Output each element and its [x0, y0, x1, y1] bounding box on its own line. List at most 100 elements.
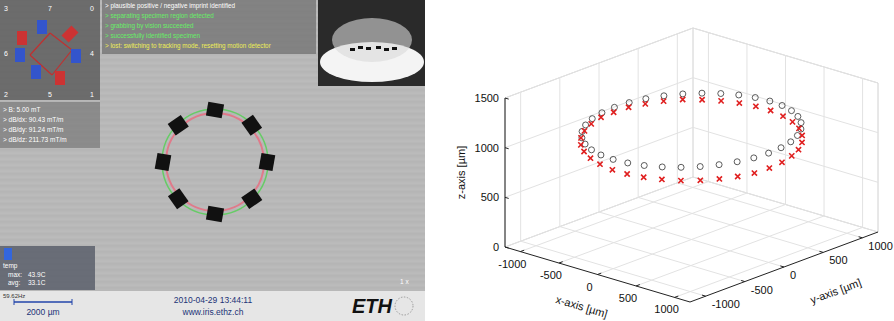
texture [0, 177, 425, 178]
info-bar [0, 291, 425, 321]
texture [0, 162, 425, 163]
point [598, 115, 603, 120]
tick-label: 500 [619, 292, 637, 304]
point [752, 95, 758, 101]
texture [0, 201, 425, 202]
specimen [155, 153, 172, 171]
zoom: 1 x [400, 278, 409, 285]
point [579, 135, 585, 141]
texture [0, 171, 425, 172]
tick [741, 280, 745, 281]
point [643, 96, 649, 102]
grid-line [693, 28, 878, 83]
tick-label: 0 [586, 281, 592, 293]
status-line: > lost: switching to tracking mode, rese… [105, 42, 271, 50]
point [589, 116, 595, 122]
tick [598, 273, 602, 274]
point [734, 159, 740, 165]
point [716, 162, 722, 168]
tick [819, 251, 823, 252]
minimap-label: 5 [48, 91, 52, 98]
inset-speck [376, 46, 381, 49]
point [779, 160, 784, 165]
point [795, 113, 801, 119]
grid-line [505, 78, 693, 148]
tick-label: 0 [790, 269, 796, 281]
status-panel [102, 0, 316, 54]
point [698, 178, 703, 183]
temp-value: 33.1C [28, 279, 46, 286]
point [778, 145, 784, 151]
readout-line: > dB/dx: 90.43 mT/m [3, 116, 64, 123]
texture [0, 198, 425, 199]
point [719, 98, 724, 103]
point [578, 135, 583, 140]
tick-label: 1000 [475, 142, 499, 154]
point [800, 133, 805, 138]
minimap-magnet [15, 48, 25, 62]
tick [636, 285, 640, 286]
point [680, 91, 686, 97]
temp-panel [0, 246, 95, 290]
inset-speck [392, 47, 397, 50]
point [779, 102, 785, 108]
point [589, 147, 595, 153]
point [700, 97, 705, 102]
minimap-magnet [31, 65, 41, 79]
z-axis [505, 98, 506, 247]
tick-label: -1000 [498, 258, 526, 270]
point [798, 120, 804, 126]
texture [0, 189, 425, 190]
specimen [168, 188, 189, 209]
texture [0, 180, 425, 181]
point [598, 152, 604, 158]
minimap-magnet [71, 49, 81, 63]
status-line: > grabbing by vision succeeded [105, 22, 194, 30]
inset-speck [366, 47, 371, 50]
tick-label: 500 [481, 191, 499, 203]
chart: -1000-50005001000-1000-50005001000050010… [455, 28, 893, 320]
point [699, 90, 705, 96]
texture [0, 183, 425, 184]
tick [520, 250, 524, 251]
temp-key: avg: [8, 279, 20, 287]
logo: ETH [352, 295, 393, 317]
tick [675, 296, 679, 297]
point [583, 122, 589, 128]
point [789, 153, 794, 158]
point [751, 155, 757, 161]
specimen [168, 115, 189, 136]
point [611, 110, 616, 115]
point [625, 160, 631, 166]
grid-line [693, 78, 878, 133]
readout-panel [0, 102, 100, 148]
point [678, 164, 684, 170]
point [597, 162, 602, 167]
point [767, 98, 773, 104]
grid-line [638, 48, 639, 197]
point [589, 121, 594, 126]
point [661, 99, 666, 104]
point [582, 128, 587, 133]
grid-line [785, 56, 786, 205]
point [641, 162, 647, 168]
inset-glow [332, 18, 412, 62]
texture [0, 168, 425, 169]
texture [0, 186, 425, 187]
specimen [259, 153, 276, 171]
minimap-label: 7 [48, 5, 52, 12]
texture [0, 159, 425, 160]
point [718, 91, 724, 97]
minimap-magnet [55, 71, 65, 85]
tick [780, 266, 784, 267]
data [578, 90, 805, 183]
point [588, 156, 593, 161]
minimap-edge [30, 33, 50, 55]
point [780, 114, 785, 119]
texture [0, 234, 425, 235]
status-line: > separating specimen region detected [105, 12, 214, 20]
texture [0, 156, 425, 157]
minimap-label: 1 [90, 91, 94, 98]
texture [0, 225, 425, 226]
axis-title: y-axis [µm] [809, 276, 863, 306]
